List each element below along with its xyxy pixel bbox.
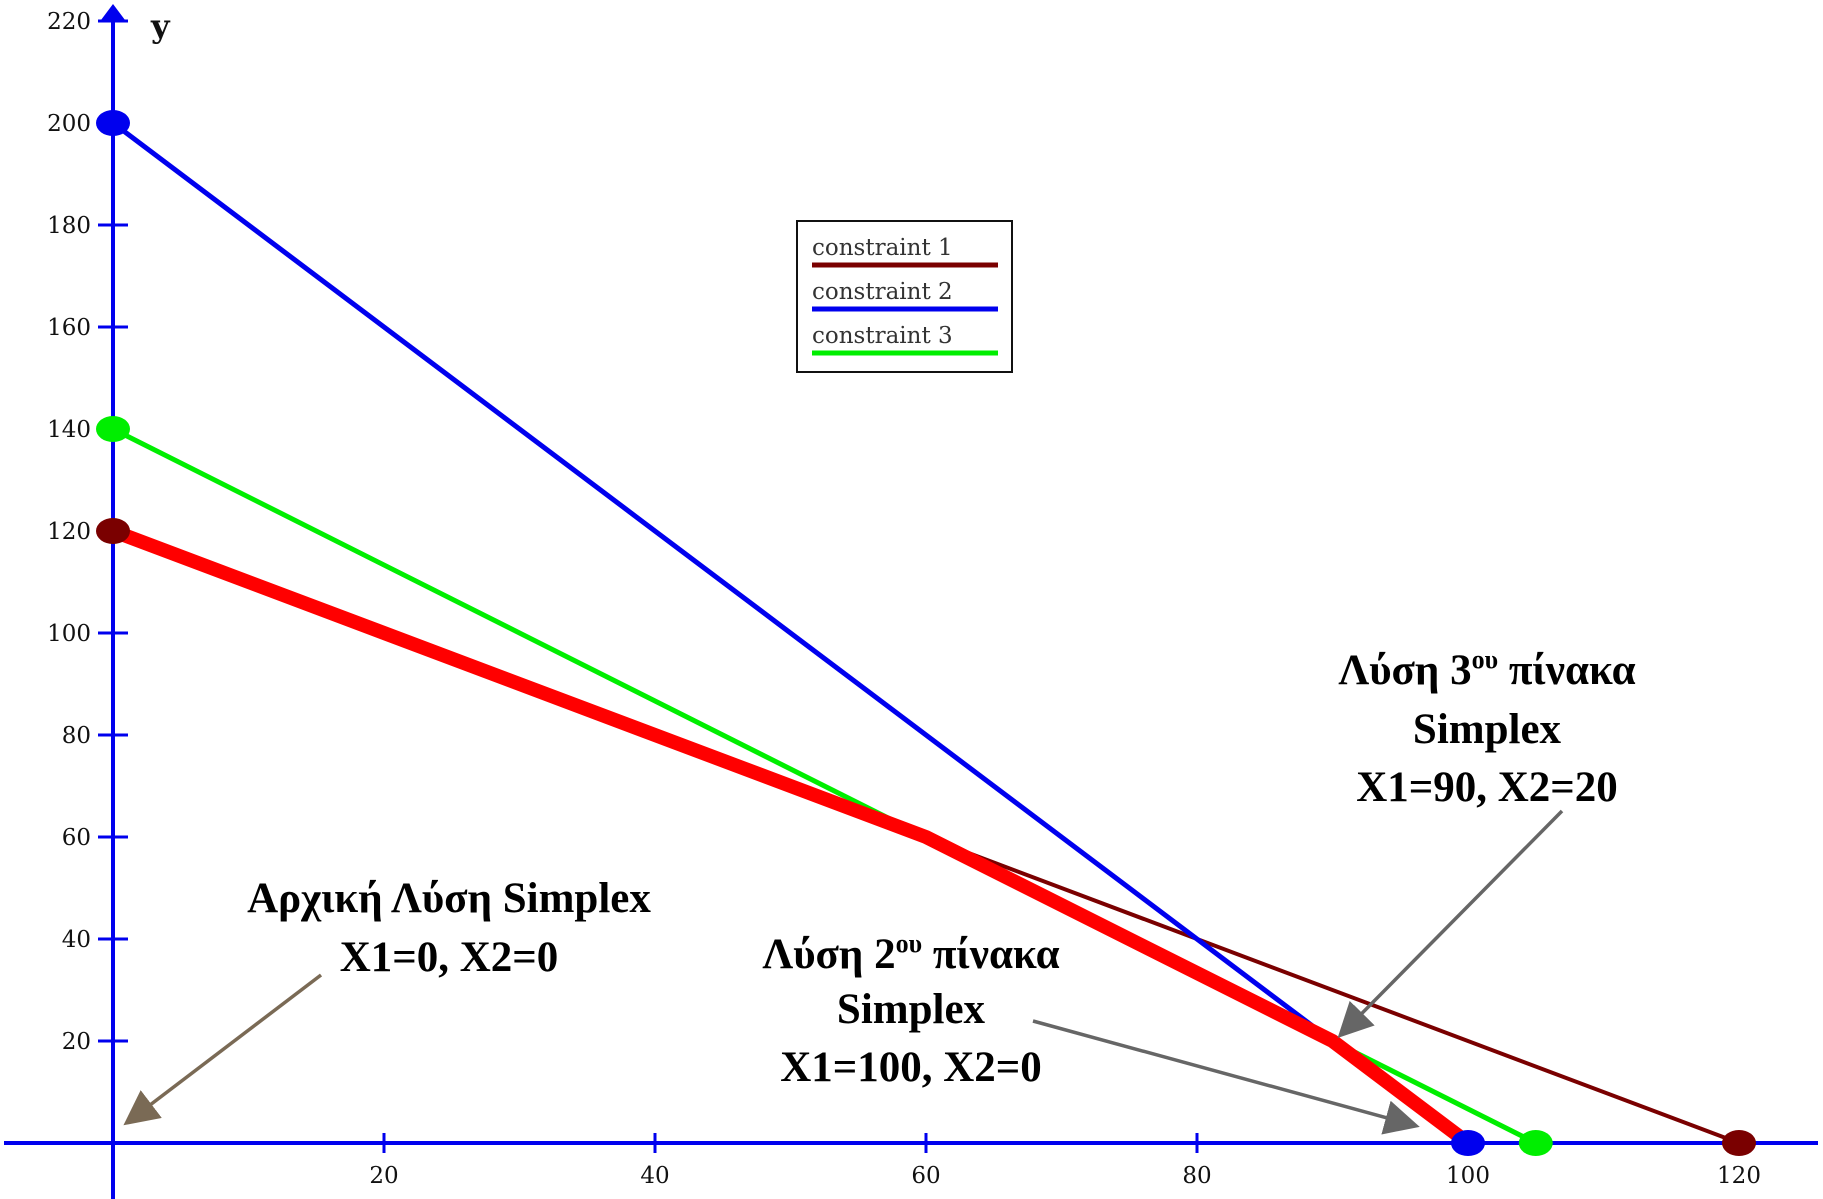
endpoint-marker: [1518, 1130, 1553, 1156]
y-tick-label: 100: [47, 621, 91, 647]
annotation-second-solution-arrow: [1032, 1019, 1420, 1135]
x-tick-label: 80: [1182, 1163, 1211, 1189]
y-tick-label: 220: [47, 9, 91, 35]
y-tick-label: 60: [62, 825, 91, 851]
legend-label-constraint-3: constraint 3: [812, 323, 953, 349]
legend-label-constraint-1: constraint 1: [812, 235, 953, 261]
y-tick-label: 200: [47, 111, 91, 137]
annotation-third-solution-arrow: [1337, 809, 1564, 1038]
annotations: Αρχική Λύση Simplex X1=0, X2=0 Λύση 2ου πί…: [123, 645, 1636, 1135]
annotation-initial-solution-line1: Αρχική Λύση Simplex: [247, 875, 651, 922]
y-tick-label: 80: [62, 723, 91, 749]
series-line-constraint-2: [111, 121, 1470, 1145]
endpoint-marker: [96, 518, 130, 544]
legend-box: [796, 220, 1013, 373]
endpoint-marker: [1451, 1130, 1485, 1156]
y-axis-arrowhead: [101, 4, 125, 20]
y-tick-label: 40: [62, 927, 91, 953]
y-tick-label: 180: [47, 213, 91, 239]
y-tick-label: 160: [47, 315, 91, 341]
x-tick-label: 20: [369, 1163, 398, 1189]
y-tick-label: 120: [47, 519, 91, 545]
legend: constraint 1 constraint 2 constraint 3: [796, 220, 1013, 373]
legend-label-constraint-2: constraint 2: [812, 279, 953, 305]
x-tick-label: 40: [640, 1163, 669, 1189]
feasible-boundary-line: [110, 524, 1473, 1149]
endpoint-marker: [1722, 1130, 1756, 1156]
feasible-boundary-layer: [110, 524, 1473, 1149]
annotation-third-solution-line2: Simplex: [1413, 706, 1562, 753]
annotation-third-solution-line1: Λύση 3ου πίνακα: [1338, 645, 1635, 694]
axes: 20 40 60 80 100 120 20 40 60 80 100 120 140 160 180 200…: [4, 4, 1818, 1199]
x-tick-label: 120: [1717, 1163, 1761, 1189]
annotation-second-solution-line2: Simplex: [837, 986, 986, 1033]
y-tick-label: 140: [47, 417, 91, 443]
x-tick-label: 100: [1446, 1163, 1490, 1189]
annotation-third-solution-line3: X1=90, X2=20: [1356, 764, 1618, 811]
endpoint-marker: [96, 110, 130, 136]
annotation-second-solution-line1: Λύση 2ου πίνακα: [762, 929, 1059, 978]
annotation-second-solution-line3: X1=100, X2=0: [780, 1044, 1042, 1091]
x-tick-label: 60: [911, 1163, 940, 1189]
annotation-initial-solution-line2: X1=0, X2=0: [340, 934, 559, 981]
y-tick-label: 20: [62, 1029, 91, 1055]
y-axis-title: y: [150, 7, 171, 45]
annotation-initial-solution-arrow: [123, 973, 323, 1126]
endpoint-markers: [96, 110, 1756, 1156]
endpoint-marker: [96, 416, 130, 442]
